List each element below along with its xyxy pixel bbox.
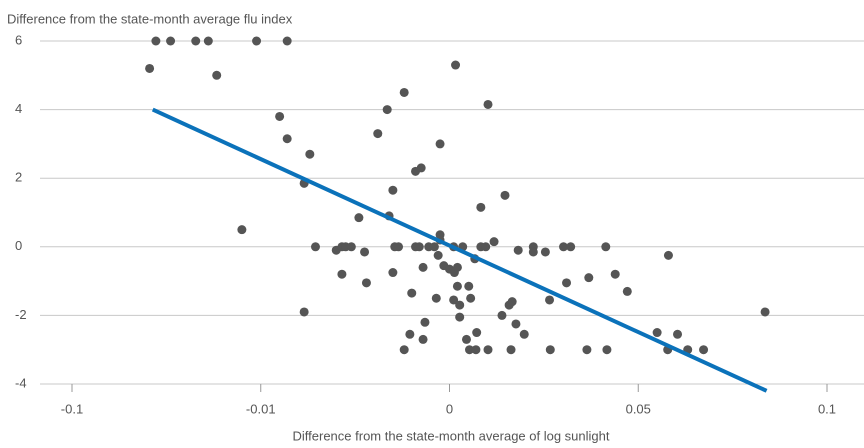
point xyxy=(663,250,673,260)
point xyxy=(282,36,292,46)
point xyxy=(405,329,415,339)
point xyxy=(237,225,247,235)
point xyxy=(414,242,424,252)
point xyxy=(452,281,462,291)
y-tick-label: 0 xyxy=(15,238,22,253)
point xyxy=(310,242,320,252)
point xyxy=(513,245,523,255)
x-tick-label: 0 xyxy=(446,401,453,416)
point xyxy=(465,345,475,355)
point xyxy=(602,345,612,355)
point xyxy=(394,242,404,252)
point xyxy=(166,36,176,46)
point xyxy=(191,36,201,46)
point xyxy=(489,237,499,247)
point xyxy=(416,163,426,173)
point xyxy=(481,242,491,252)
point xyxy=(511,319,521,329)
point xyxy=(673,329,683,339)
point xyxy=(449,295,459,305)
point xyxy=(203,36,213,46)
point xyxy=(399,345,409,355)
point xyxy=(483,99,493,109)
point xyxy=(418,334,428,344)
point xyxy=(506,345,516,355)
point xyxy=(497,310,507,320)
point xyxy=(519,329,529,339)
point xyxy=(420,317,430,327)
point xyxy=(354,213,364,223)
point xyxy=(399,87,409,97)
point xyxy=(452,262,462,272)
point xyxy=(337,269,347,279)
point xyxy=(504,300,514,310)
point xyxy=(360,247,370,257)
point xyxy=(464,281,474,291)
point xyxy=(610,269,620,279)
point xyxy=(433,250,443,260)
x-tick-label: 0.05 xyxy=(626,401,651,416)
point xyxy=(601,242,611,252)
point xyxy=(145,63,155,73)
point xyxy=(760,307,770,317)
point xyxy=(562,278,572,288)
x-tick-label: -0.1 xyxy=(61,401,83,416)
y-tick-label: -2 xyxy=(15,307,27,322)
y-tick-label: 6 xyxy=(15,32,22,47)
point xyxy=(429,242,439,252)
point xyxy=(476,202,486,212)
point xyxy=(435,139,445,149)
point xyxy=(373,129,383,139)
point xyxy=(299,307,309,317)
point xyxy=(500,190,510,200)
point xyxy=(471,345,481,355)
point xyxy=(545,295,555,305)
point xyxy=(361,278,371,288)
point xyxy=(455,300,465,310)
x-tick-label: 0.1 xyxy=(818,401,836,416)
point xyxy=(472,328,482,338)
point xyxy=(699,345,709,355)
y-tick-label: -4 xyxy=(15,375,27,390)
point xyxy=(455,312,465,322)
point xyxy=(451,60,461,70)
point xyxy=(388,268,398,278)
point xyxy=(652,328,662,338)
point xyxy=(305,149,315,159)
y-axis-title: Difference from the state-month average … xyxy=(7,11,293,26)
point xyxy=(346,242,356,252)
point xyxy=(622,286,632,296)
point xyxy=(212,70,222,80)
point xyxy=(566,242,576,252)
x-tick-label: -0.01 xyxy=(246,401,276,416)
y-tick-label: 4 xyxy=(15,101,22,116)
point xyxy=(582,345,592,355)
point xyxy=(388,185,398,195)
y-tick-label: 2 xyxy=(15,170,22,185)
point xyxy=(545,345,555,355)
point xyxy=(540,247,550,257)
point xyxy=(282,134,292,144)
point xyxy=(275,111,285,121)
point xyxy=(252,36,262,46)
point xyxy=(528,247,538,257)
point xyxy=(461,334,471,344)
x-axis-title: Difference from the state-month average … xyxy=(293,428,610,443)
point xyxy=(151,36,161,46)
point xyxy=(483,345,493,355)
point xyxy=(559,242,569,252)
point xyxy=(382,105,392,115)
fit-line xyxy=(151,107,768,393)
point xyxy=(584,273,594,283)
point xyxy=(431,293,441,303)
point xyxy=(418,262,428,272)
point xyxy=(466,293,476,303)
point xyxy=(407,288,417,298)
